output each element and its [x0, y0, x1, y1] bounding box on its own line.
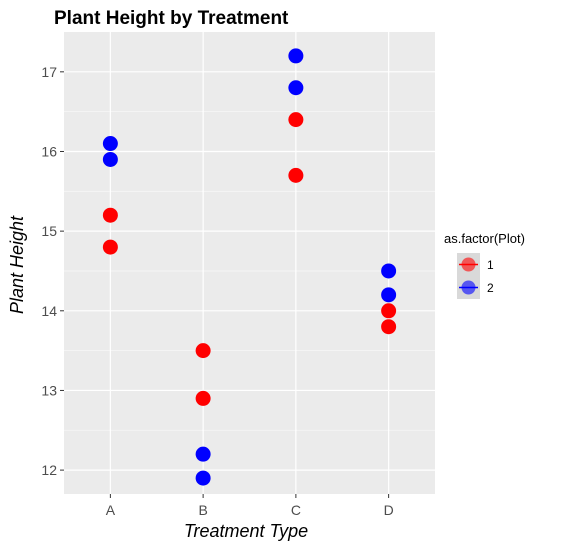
data-point	[195, 390, 211, 406]
chart-title: Plant Height by Treatment	[54, 8, 289, 29]
y-tick-label: 14	[41, 303, 57, 319]
data-point	[381, 319, 397, 335]
data-point	[381, 263, 397, 279]
legend: as.factor(Plot) 12	[444, 231, 525, 299]
y-tick-label: 13	[41, 382, 57, 398]
plot-panel	[64, 32, 435, 494]
axis-ticks	[60, 71, 390, 498]
y-axis-title: Plant Height	[7, 215, 27, 314]
legend-key-point	[461, 280, 476, 295]
data-point	[102, 151, 118, 167]
x-tick-label: A	[106, 502, 116, 518]
data-point	[102, 136, 118, 152]
data-point	[381, 287, 397, 303]
legend-label: 1	[487, 258, 494, 272]
legend-keys: 12	[457, 253, 494, 299]
data-point	[381, 303, 397, 319]
y-tick-label: 16	[41, 143, 57, 159]
x-tick-label: C	[291, 502, 301, 518]
data-point	[102, 239, 118, 255]
data-point	[288, 167, 304, 183]
legend-title: as.factor(Plot)	[444, 231, 525, 246]
y-tick-label: 15	[41, 223, 57, 239]
data-point	[195, 343, 211, 359]
x-tick-label: D	[384, 502, 394, 518]
x-tick-label: B	[198, 502, 207, 518]
data-point	[288, 112, 304, 128]
data-point	[288, 48, 304, 64]
grid-major	[64, 32, 435, 494]
y-tick-label: 12	[41, 462, 57, 478]
legend-label: 2	[487, 281, 494, 295]
data-point	[195, 470, 211, 486]
data-points	[102, 48, 397, 486]
data-point	[288, 80, 304, 96]
data-point	[102, 207, 118, 223]
data-point	[195, 446, 211, 462]
y-tick-label: 17	[41, 64, 57, 80]
legend-key-point	[461, 257, 476, 272]
x-tick-labels: A B C D	[106, 502, 394, 518]
grid-minor	[64, 111, 435, 431]
y-tick-labels: 12 13 14 15 16 17	[41, 64, 57, 478]
x-axis-title: Treatment Type	[184, 521, 308, 541]
